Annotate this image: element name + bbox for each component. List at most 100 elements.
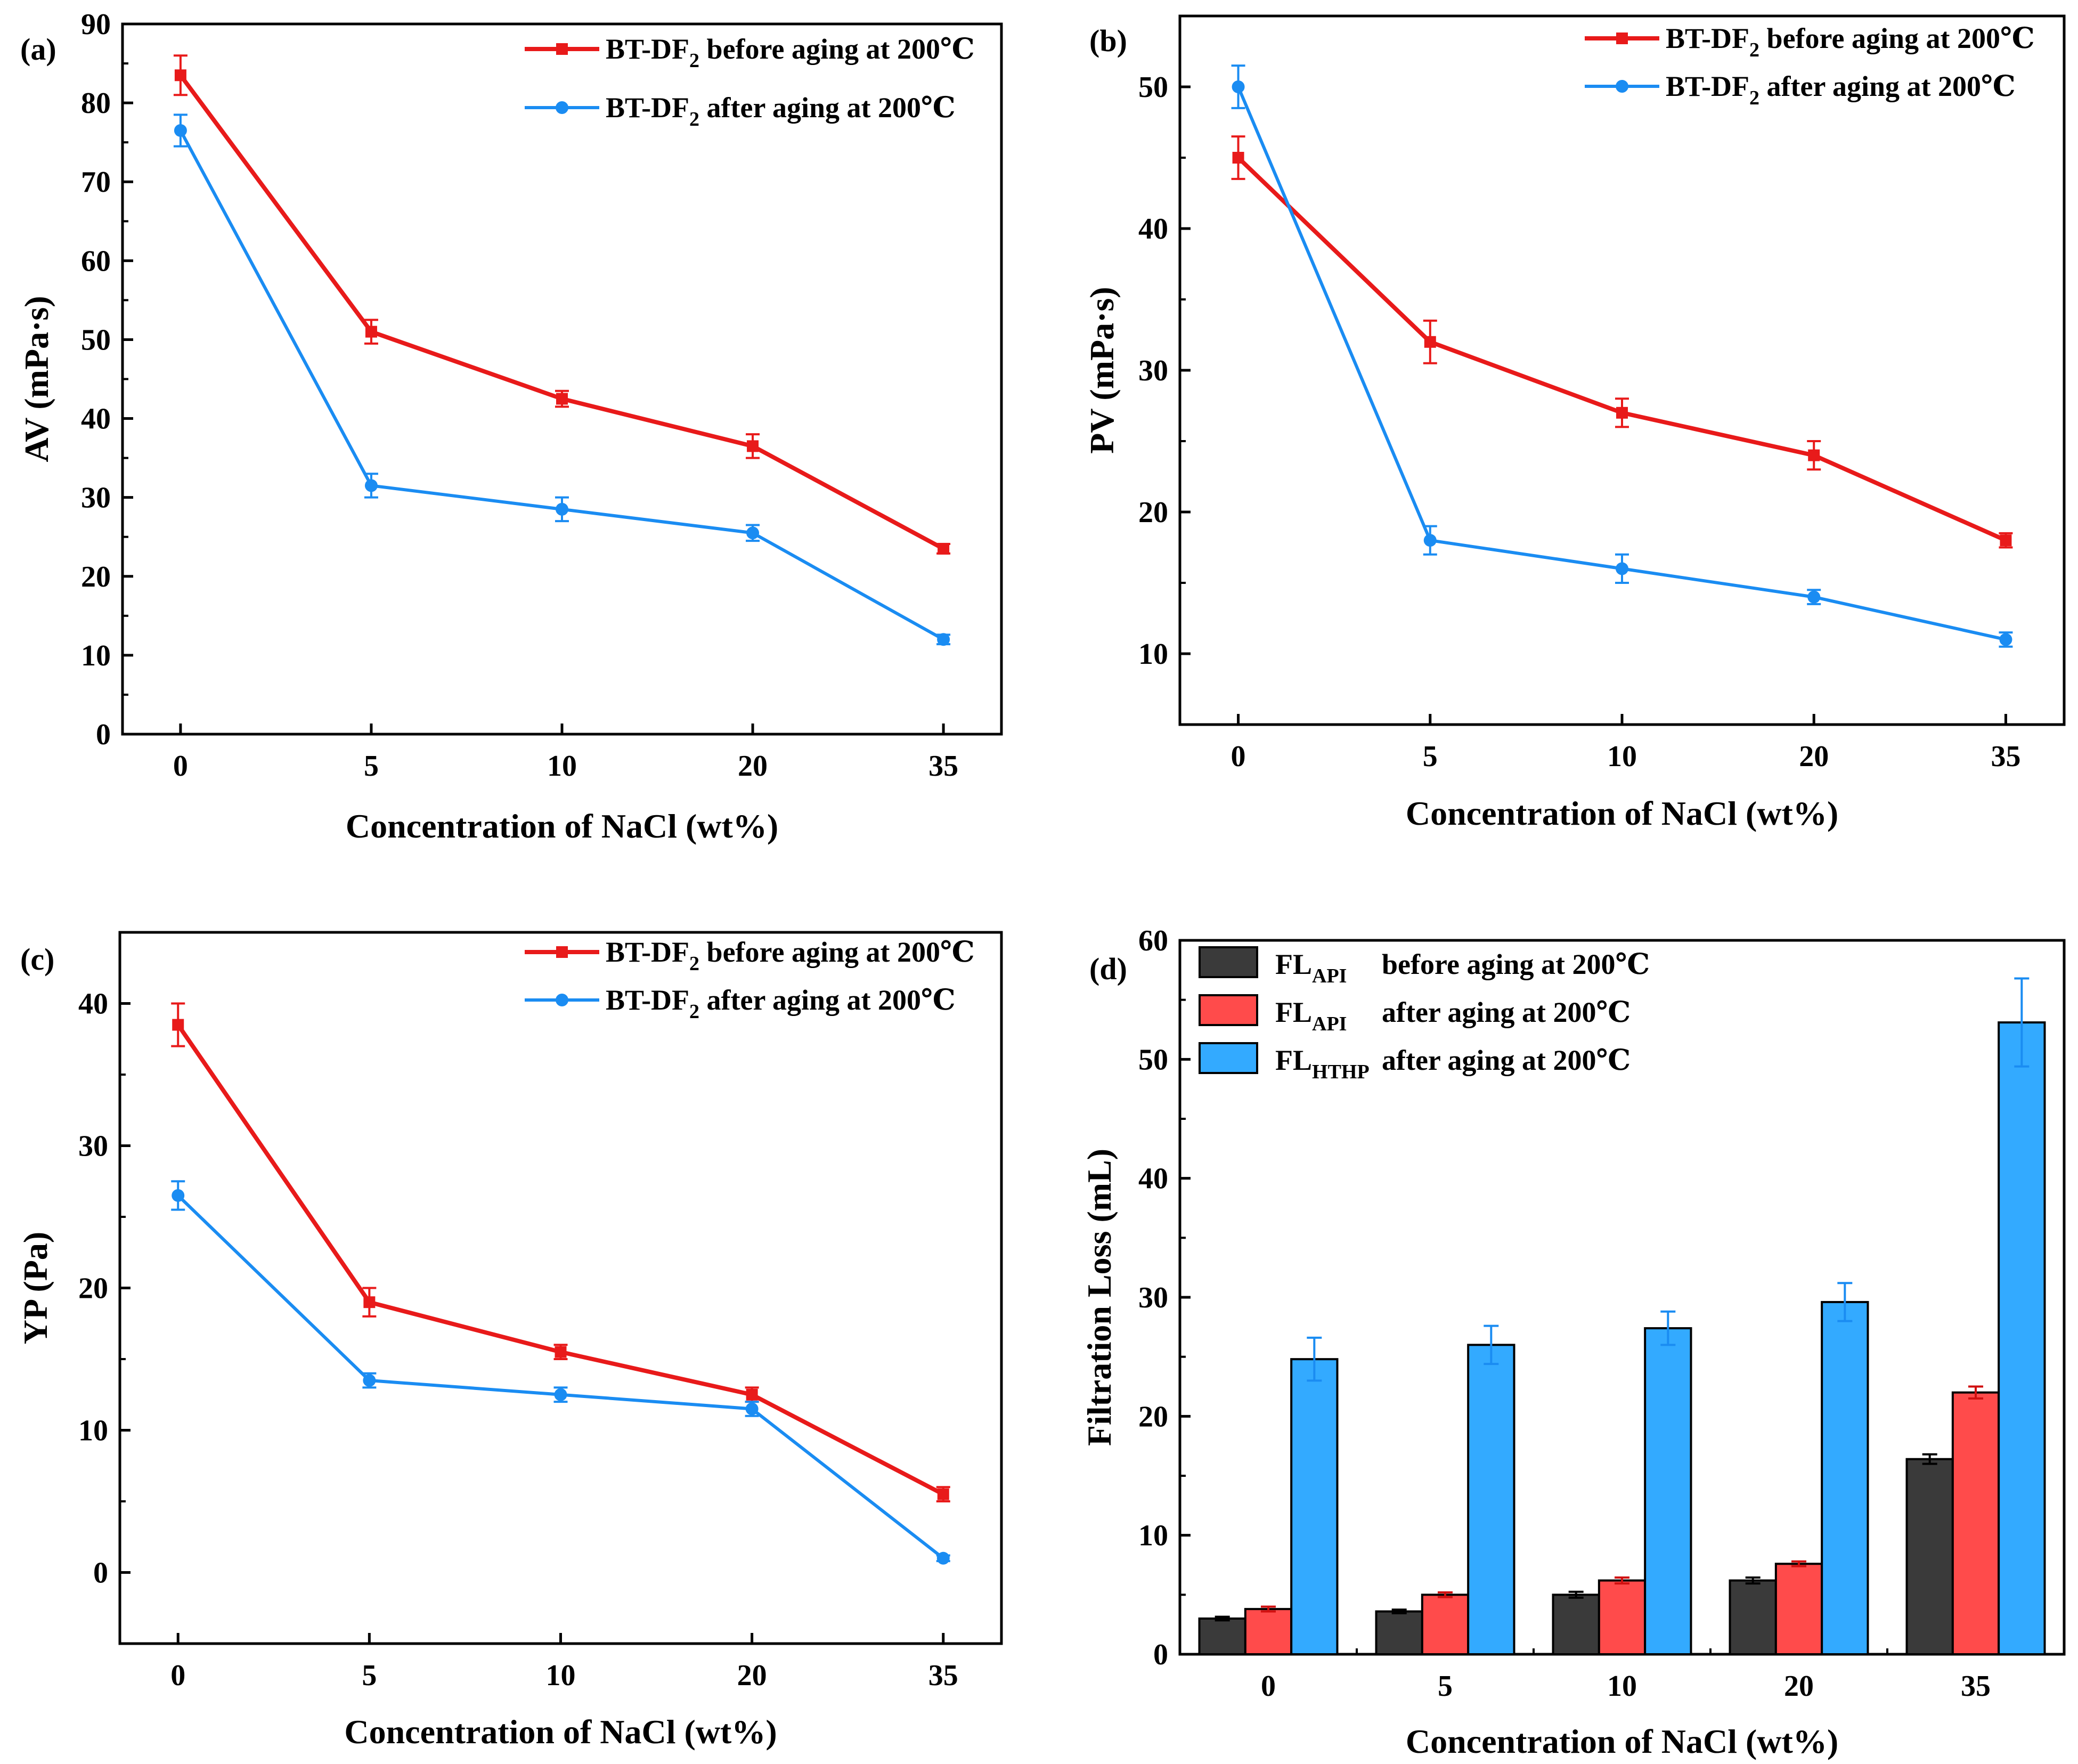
legend-label: FLHTHP after aging at 200℃ (1275, 1044, 1631, 1083)
plot-frame (121, 22, 1003, 736)
y-tick-label: 0 (96, 718, 111, 751)
y-tick-label: 10 (78, 1415, 108, 1448)
y-tick-label: 60 (81, 245, 111, 278)
data-point-square (2000, 534, 2012, 547)
x-axis-title: Concentration of NaCl (wt%) (344, 1713, 777, 1751)
legend-subscript: 2 (689, 1001, 699, 1023)
plot-frame (118, 931, 1003, 1645)
data-point-circle (746, 526, 760, 540)
x-tick-label: 35 (1991, 740, 2020, 773)
y-tick-label: 50 (81, 323, 111, 356)
data-point-square (1616, 407, 1628, 419)
data-point-square (746, 1388, 758, 1401)
panel-a: 0 10 20 30 40 50 60 70 80 90 0 5 10 20 35 Concentration… (18, 8, 1003, 845)
data-point-square (555, 1346, 567, 1358)
legend-swatch (1199, 994, 1258, 1026)
legend-suffix: before aging at 200℃ (1759, 22, 2035, 54)
x-tick-label: 35 (928, 750, 958, 783)
legend-suffix: before aging at 200℃ (699, 936, 975, 968)
data-point-square (365, 326, 377, 338)
y-tick-label: 20 (81, 560, 111, 594)
x-tick-label: 20 (737, 1659, 767, 1692)
x-tick-label: 10 (546, 1659, 576, 1692)
x-tick-label: 10 (1607, 740, 1637, 773)
series-line (176, 1023, 944, 1497)
legend-name: BT-DF (606, 92, 689, 124)
x-tick-label: 0 (1231, 740, 1246, 773)
y-tick-label: 40 (1138, 213, 1168, 246)
x-tick-label: 5 (364, 750, 379, 783)
data-point-circle (745, 1402, 759, 1416)
legend-name: FL (1275, 996, 1312, 1028)
legend-label: BT-DF2 after aging at 200℃ (606, 984, 956, 1023)
series-line (177, 1194, 944, 1560)
panel-b: 10 20 30 40 50 0 5 10 20 35 Concentration of NaCl … (1083, 14, 2066, 832)
y-tick-label: 40 (1138, 1163, 1168, 1196)
x-tick-label: 10 (1607, 1670, 1637, 1703)
legend-suffix: after aging at 200℃ (699, 92, 956, 124)
x-tick-label: 10 (547, 750, 577, 783)
y-tick-label: 30 (1138, 354, 1168, 387)
plot-frame (1178, 14, 2066, 726)
data-point-square (1808, 449, 1820, 461)
panel-d: 0 10 20 30 40 50 60 0 5 10 20 35 Concentration of Na… (1080, 924, 2066, 1760)
x-tick-label: 5 (362, 1659, 377, 1692)
y-tick-label: 60 (1138, 924, 1168, 957)
y-axis-title: AV (mPa·s) (18, 296, 55, 462)
data-point-square (747, 440, 759, 452)
bar (1774, 1563, 1823, 1655)
legend-subscript: API (1312, 1013, 1347, 1035)
legend-label: BT-DF2 after aging at 200℃ (606, 92, 956, 131)
bar (1821, 1300, 1869, 1655)
data-point-circle (937, 633, 950, 646)
y-axis-title: Filtration Loss (mL) (1080, 1149, 1118, 1446)
legend-subscript: 2 (1749, 87, 1759, 109)
legend-marker-circle (1616, 80, 1628, 93)
data-point-circle (363, 1374, 376, 1387)
legend-marker-square (1616, 32, 1628, 44)
legend-suffix: after aging at 200℃ (1382, 996, 1631, 1028)
legend-label: BT-DF2 before aging at 200℃ (606, 33, 975, 72)
legend-name: BT-DF (606, 984, 689, 1016)
data-point-square (556, 393, 568, 405)
bar (1905, 1458, 1954, 1656)
panel-c: 0 10 20 30 40 0 5 10 20 35 Concentration of NaCl (… (17, 931, 1003, 1751)
y-tick-label: 40 (78, 988, 108, 1021)
data-point-square (174, 69, 186, 82)
y-axis-title: PV (mPa·s) (1083, 287, 1121, 453)
legend-subscript: API (1312, 965, 1347, 987)
x-axis-title: Concentration of NaCl (wt%) (1406, 794, 1838, 832)
data-point-circle (936, 1551, 950, 1565)
data-point-circle (1807, 590, 1821, 604)
legend-suffix: before aging at 200℃ (699, 33, 975, 65)
x-tick-label: 5 (1438, 1670, 1453, 1703)
data-point-circle (1423, 534, 1437, 547)
x-tick-label: 5 (1423, 740, 1438, 773)
x-tick-label: 0 (170, 1659, 185, 1692)
legend-label: BT-DF2 after aging at 200℃ (1666, 70, 2016, 109)
x-tick-label: 0 (173, 750, 188, 783)
legend-name: FL (1275, 1044, 1312, 1076)
bar (1244, 1608, 1293, 1655)
bar (1598, 1579, 1647, 1656)
data-point-circle (1616, 562, 1628, 575)
bar (1951, 1391, 2000, 1656)
y-tick-label: 50 (1138, 71, 1168, 104)
legend-marker-circle (556, 101, 568, 114)
y-tick-label: 30 (1138, 1281, 1168, 1314)
data-point-square (1232, 152, 1244, 164)
y-tick-label: 40 (81, 403, 111, 436)
x-tick-label: 20 (1784, 1670, 1814, 1703)
legend-subscript: 2 (689, 108, 699, 131)
x-tick-label: 0 (1261, 1670, 1276, 1703)
legend-suffix: after aging at 200℃ (1759, 70, 2016, 102)
y-tick-label: 30 (81, 482, 111, 515)
x-tick-label: 20 (738, 750, 768, 783)
data-point-circle (554, 1388, 567, 1401)
legend-name: BT-DF (1666, 70, 1749, 102)
legend-name: BT-DF (606, 33, 689, 65)
y-tick-label: 20 (1138, 1400, 1168, 1433)
legend-name: BT-DF (1666, 22, 1749, 54)
